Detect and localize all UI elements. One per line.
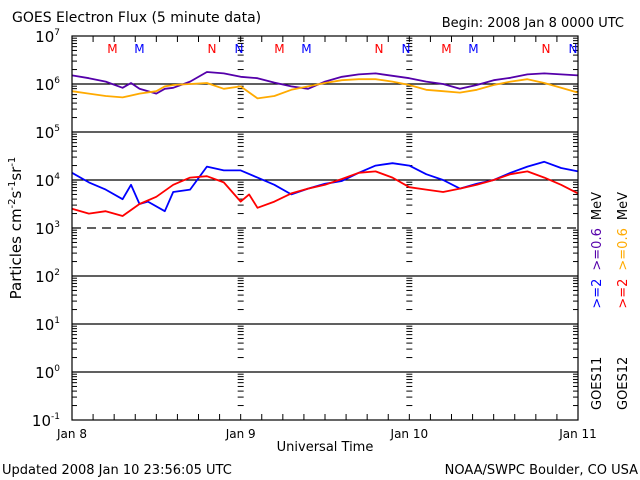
x-tick-labels: Jan 8 Jan 9 Jan 10 Jan 11 <box>56 427 597 441</box>
series-line-2 <box>71 160 579 213</box>
legend-goes11: GOES11 >=2 >=0.6 MeV <box>590 192 605 410</box>
marker-label: M <box>274 42 284 56</box>
y-tick-label: 105 <box>35 124 60 142</box>
marker-label: M <box>134 42 144 56</box>
y-tick-label: 101 <box>35 316 60 334</box>
series-line-0 <box>71 71 579 95</box>
x-tick-label: Jan 11 <box>558 427 597 441</box>
grid-lines <box>72 83 578 373</box>
legend-satellite: GOES11 <box>590 357 605 410</box>
legend-entry: >=2 <box>590 279 605 309</box>
y-tick-label: 10-1 <box>32 412 60 430</box>
legend-satellite: GOES12 <box>616 357 631 410</box>
legend-entry: >=0.6 <box>616 228 631 270</box>
marker-label: N <box>401 42 410 56</box>
series-lines <box>71 71 579 217</box>
x-axis-label: Universal Time <box>277 440 374 455</box>
marker-label: M <box>301 42 311 56</box>
begin-label: Begin: 2008 Jan 8 0000 UTC <box>442 16 624 31</box>
y-tick-label: 104 <box>35 172 60 190</box>
marker-label: M <box>441 42 451 56</box>
series-line-3 <box>71 170 579 217</box>
plot-frame <box>71 35 579 421</box>
marker-label: N <box>568 42 577 56</box>
footer-updated: Updated 2008 Jan 10 23:56:05 UTC <box>2 463 232 478</box>
y-axis-label: Particles cm-2s-1sr-1 <box>7 157 25 300</box>
legend-entry: MeV <box>590 192 605 220</box>
marker-label: N <box>541 42 550 56</box>
marker-label: N <box>208 42 217 56</box>
marker-label: N <box>374 42 383 56</box>
y-tick-label: 102 <box>35 268 60 286</box>
marker-label: M <box>468 42 478 56</box>
marker-label: N <box>234 42 243 56</box>
y-tick-label: 100 <box>35 364 60 382</box>
legend-entry: MeV <box>616 192 631 220</box>
y-tick-labels: 107 106 105 104 103 102 101 100 10-1 <box>32 28 60 430</box>
y-tick-label: 107 <box>35 28 60 46</box>
x-tick-label: Jan 8 <box>56 427 87 441</box>
legend-goes12: GOES12 >=2 >=0.6 MeV <box>616 192 631 410</box>
y-tick-label: 103 <box>35 220 60 238</box>
x-tick-label: Jan 10 <box>390 427 429 441</box>
legend-entry: >=2 <box>616 279 631 309</box>
y-tick-label: 106 <box>35 76 60 94</box>
series-line-1 <box>71 78 579 100</box>
minor-ticks <box>71 36 579 420</box>
chart-title: GOES Electron Flux (5 minute data) <box>12 10 261 26</box>
legend: GOES11 >=2 >=0.6 MeV GOES12 >=2 >=0.6 MeV <box>590 192 631 410</box>
footer-credit: NOAA/SWPC Boulder, CO USA <box>445 463 638 478</box>
legend-entry: >=0.6 <box>590 228 605 270</box>
marker-label: M <box>107 42 117 56</box>
x-tick-label: Jan 9 <box>225 427 256 441</box>
